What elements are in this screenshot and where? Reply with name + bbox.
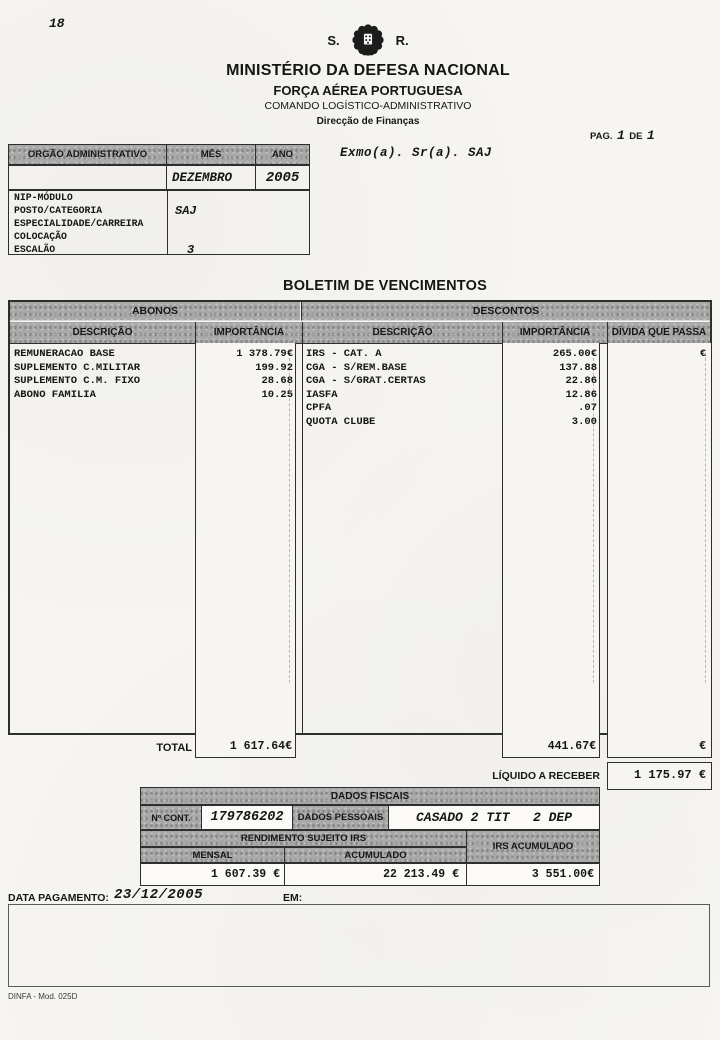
acumulado-label: ACUMULADO: [284, 847, 467, 863]
ncont-value: 179786202: [201, 805, 293, 830]
directorate-title: Direcção de Finanças: [316, 116, 420, 127]
irs-acumulado-label: IRS ACUMULADO: [466, 830, 600, 863]
total-divida-value: €: [699, 740, 706, 753]
desconto-value: 12.86: [565, 388, 597, 401]
branch-title: FORÇA AÉREA PORTUGUESA: [273, 83, 463, 98]
col-header-divida: DÍVIDA QUE PASSA: [607, 322, 710, 344]
admin-table: ORGÃO ADMINISTRATIVO MÊS ANO DEZEMBRO 20…: [8, 144, 310, 256]
pag-label: PAG.: [590, 131, 613, 142]
payment-date-value: 23/12/2005: [114, 887, 204, 903]
abonos-importancia-box: [195, 343, 296, 758]
header-s-letter: S.: [327, 32, 340, 48]
desconto-desc: IASFA: [306, 388, 338, 401]
payment-em-label: EM:: [283, 892, 303, 904]
coat-of-arms-icon: [349, 22, 387, 58]
remarks-box: [8, 904, 710, 987]
desconto-value: 137.88: [559, 361, 597, 374]
pag-current: 1: [616, 128, 625, 143]
abono-value: 199.92: [255, 361, 293, 374]
col-header-descricao-abonos: DESCRIÇÃO: [10, 322, 195, 344]
pag-total: 1: [646, 128, 655, 143]
form-model-code: DINFA - Mod. 025D: [8, 992, 78, 1001]
group-header-abonos: ABONOS: [10, 302, 300, 321]
descontos-descriptions: IRS - CAT. A CGA - S/REM.BASE CGA - S/GR…: [306, 348, 426, 429]
column-divider: [302, 344, 303, 733]
abonos-values: 1 378.79€ 199.92 28.68 10.25: [197, 348, 293, 402]
ministry-title: MINISTÉRIO DA DEFESA NACIONAL: [226, 62, 510, 79]
desconto-value: .07: [578, 402, 597, 414]
abono-desc: SUPLEMENTO C.MILITAR: [14, 361, 141, 374]
admin-row-value: [175, 192, 197, 205]
liquido-box: [607, 762, 712, 790]
document-title: BOLETIM DE VENCIMENTOS: [283, 278, 487, 294]
admin-row-value: [175, 231, 197, 244]
desconto-value: 22.86: [565, 375, 597, 387]
dados-fiscais-title: DADOS FISCAIS: [140, 787, 600, 805]
admin-row-label: ESCALÃO: [14, 243, 56, 255]
pag-de: DE: [629, 131, 643, 142]
liquido-label: LÍQUIDO A RECEBER: [492, 770, 600, 782]
total-descontos-value: 441.67€: [547, 740, 596, 753]
vencimentos-table: ABONOS DESCONTOS DESCRIÇÃO IMPORTÂNCIA D…: [8, 300, 712, 735]
abono-desc: SUPLEMENTO C.M. FIXO: [14, 375, 141, 387]
corner-page-number: 18: [49, 16, 65, 31]
ncont-label: Nº CONT.: [140, 805, 202, 830]
dados-pessoais-value: CASADO 2 TIT 2 DEP: [388, 805, 600, 830]
admin-ano-value: 2005: [255, 165, 310, 190]
acumulado-value: 22 213.49 €: [284, 863, 467, 886]
header-r-letter: R.: [395, 32, 409, 48]
dados-pessoais-label: DADOS PESSOAIS: [292, 805, 389, 830]
dados-fiscais-table: DADOS FISCAIS Nº CONT. 179786202 DADOS P…: [140, 787, 600, 887]
abono-value: 1 378.79€: [236, 348, 293, 360]
rendimento-label: RENDIMENTO SUJEITO IRS: [140, 830, 467, 847]
total-abonos-value: 1 617.64€: [229, 740, 292, 753]
desconto-value: 265.00€: [552, 348, 597, 360]
desconto-desc: CGA - S/GRAT.CERTAS: [306, 375, 426, 387]
col-header-importancia-descontos: IMPORTÂNCIA: [502, 322, 607, 344]
abonos-descriptions: REMUNERACAO BASE SUPLEMENTO C.MILITAR SU…: [14, 348, 140, 402]
desconto-desc: QUOTA CLUBE: [306, 415, 376, 428]
abono-value: 28.68: [261, 375, 293, 387]
admin-row-label: POSTO/CATEGORIA: [14, 204, 103, 216]
col-header-descricao-descontos: DESCRIÇÃO: [302, 322, 502, 344]
addressee-line: Exmo(a). Sr(a). SAJ: [340, 146, 493, 160]
admin-row-value: SAJ: [175, 203, 197, 218]
admin-col-orgao: ORGÃO ADMINISTRATIVO: [8, 144, 167, 165]
admin-body: NIP-MÓDULO POSTO/CATEGORIA ESPECIALIDADE…: [8, 190, 310, 256]
descontos-importancia-box: [502, 343, 600, 758]
admin-values: SAJ 3: [175, 192, 197, 256]
abono-desc: REMUNERACAO BASE: [14, 348, 115, 360]
command-title: COMANDO LOGÍSTICO-ADMINISTRATIVO: [264, 100, 472, 112]
abono-desc: ABONO FAMILIA: [14, 388, 96, 401]
col-header-importancia-abonos: IMPORTÂNCIA: [195, 322, 302, 344]
admin-row-value: [175, 218, 197, 231]
admin-col-mes: MÊS: [166, 144, 256, 165]
admin-row-label: COLOCAÇÃO: [14, 230, 67, 242]
admin-row-label: NIP-MÓDULO: [14, 192, 73, 203]
group-header-descontos: DESCONTOS: [301, 302, 710, 321]
page-indicator: PAG. 1 DE 1: [590, 126, 655, 144]
document-header: S.: [0, 22, 720, 127]
payment-date-label: DATA PAGAMENTO:: [8, 892, 109, 904]
mensal-value: 1 607.39 €: [140, 863, 285, 886]
mensal-label: MENSAL: [140, 847, 285, 863]
desconto-value: 3.00: [571, 415, 597, 428]
desconto-desc: CPFA: [306, 402, 332, 414]
abono-value: 10.25: [261, 388, 293, 401]
admin-mes-value: DEZEMBRO: [166, 165, 256, 190]
irs-acumulado-value: 3 551.00€: [466, 863, 600, 886]
admin-row-value: 3: [187, 242, 195, 257]
liquido-value: 1 175.97 €: [633, 768, 706, 782]
admin-labels: NIP-MÓDULO POSTO/CATEGORIA ESPECIALIDADE…: [14, 192, 143, 256]
desconto-desc: CGA - S/REM.BASE: [306, 361, 407, 374]
admin-row-label: ESPECIALIDADE/CARREIRA: [14, 217, 144, 229]
total-label: TOTAL: [156, 742, 192, 754]
admin-orgao-value-cell: [8, 165, 167, 190]
divida-first-row-value: €: [699, 348, 706, 360]
descontos-values: 265.00€ 137.88 22.86 12.86 .07 3.00: [504, 348, 597, 429]
divida-box: [607, 343, 712, 758]
desconto-desc: IRS - CAT. A: [306, 348, 382, 360]
admin-col-ano: ANO: [255, 144, 310, 165]
